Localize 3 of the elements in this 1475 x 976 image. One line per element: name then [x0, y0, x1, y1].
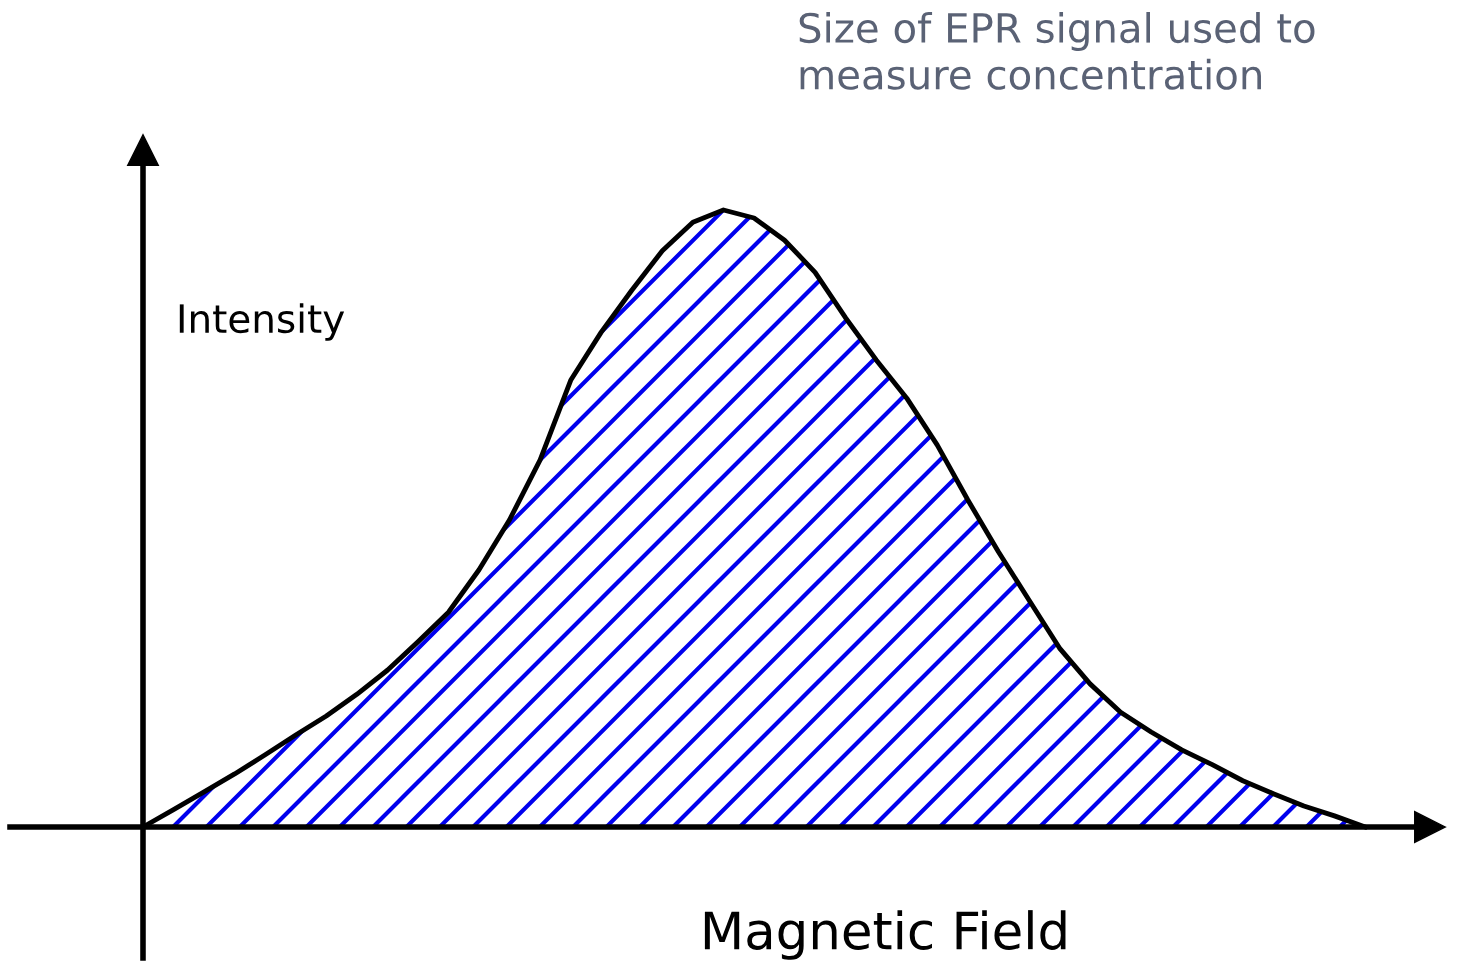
x-axis-title: Magnetic Field [704, 910, 1066, 960]
y-axis-title: Intensity [179, 303, 345, 341]
chart-title: Size of EPR signal used to measure concentration [799, 12, 1315, 90]
